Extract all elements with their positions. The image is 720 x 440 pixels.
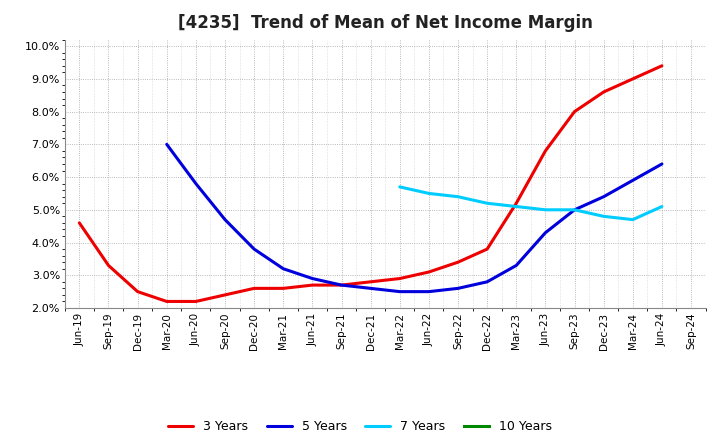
5 Years: [629, 178, 637, 183]
7 Years: [599, 214, 608, 219]
3 Years: [279, 286, 287, 291]
7 Years: [570, 207, 579, 213]
5 Years: [425, 289, 433, 294]
7 Years: [483, 201, 492, 206]
3 Years: [454, 260, 462, 265]
Title: [4235]  Trend of Mean of Net Income Margin: [4235] Trend of Mean of Net Income Margi…: [178, 15, 593, 33]
5 Years: [541, 230, 550, 235]
3 Years: [512, 201, 521, 206]
5 Years: [163, 142, 171, 147]
3 Years: [599, 89, 608, 95]
3 Years: [220, 292, 229, 297]
5 Years: [366, 286, 375, 291]
Line: 3 Years: 3 Years: [79, 66, 662, 301]
5 Years: [220, 217, 229, 222]
5 Years: [599, 194, 608, 199]
5 Years: [570, 207, 579, 213]
3 Years: [337, 282, 346, 288]
3 Years: [75, 220, 84, 226]
3 Years: [570, 109, 579, 114]
5 Years: [308, 276, 317, 281]
7 Years: [425, 191, 433, 196]
7 Years: [657, 204, 666, 209]
5 Years: [337, 282, 346, 288]
5 Years: [192, 181, 200, 186]
3 Years: [250, 286, 258, 291]
3 Years: [163, 299, 171, 304]
7 Years: [512, 204, 521, 209]
3 Years: [133, 289, 142, 294]
5 Years: [657, 161, 666, 167]
5 Years: [279, 266, 287, 271]
3 Years: [425, 269, 433, 275]
3 Years: [308, 282, 317, 288]
Legend: 3 Years, 5 Years, 7 Years, 10 Years: 3 Years, 5 Years, 7 Years, 10 Years: [163, 415, 557, 438]
5 Years: [454, 286, 462, 291]
3 Years: [541, 148, 550, 154]
3 Years: [395, 276, 404, 281]
3 Years: [657, 63, 666, 69]
7 Years: [454, 194, 462, 199]
Line: 7 Years: 7 Years: [400, 187, 662, 220]
5 Years: [250, 246, 258, 252]
3 Years: [104, 263, 113, 268]
5 Years: [483, 279, 492, 284]
3 Years: [629, 76, 637, 81]
Line: 5 Years: 5 Years: [167, 144, 662, 292]
7 Years: [395, 184, 404, 190]
3 Years: [366, 279, 375, 284]
3 Years: [483, 246, 492, 252]
5 Years: [395, 289, 404, 294]
5 Years: [512, 263, 521, 268]
3 Years: [192, 299, 200, 304]
7 Years: [629, 217, 637, 222]
7 Years: [541, 207, 550, 213]
